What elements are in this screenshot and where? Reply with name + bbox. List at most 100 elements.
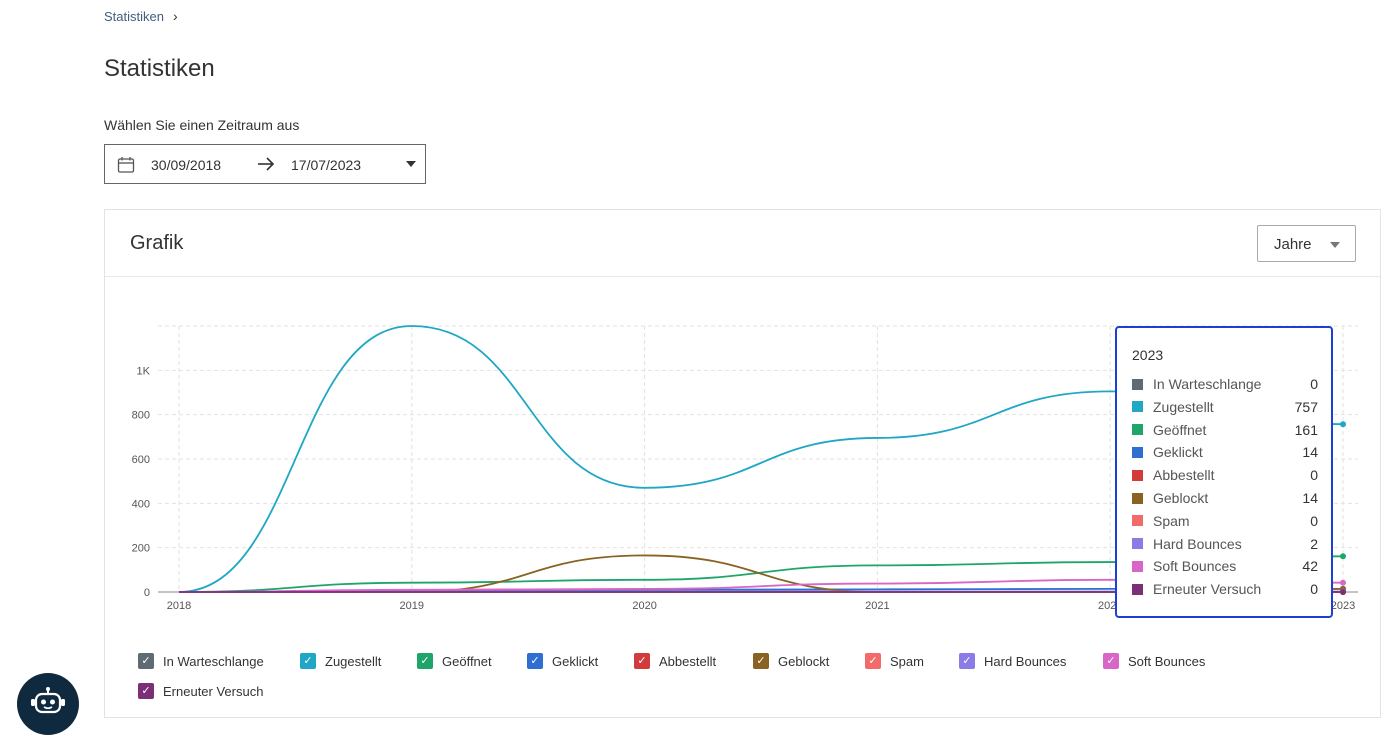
legend-item-geblockt[interactable]: ✓ Geblockt — [753, 652, 829, 670]
legend-item-abbestellt[interactable]: ✓ Abbestellt — [634, 652, 716, 670]
legend-checkbox[interactable]: ✓ — [138, 653, 154, 669]
y-tick-label: 0 — [144, 587, 150, 599]
legend-label: Erneuter Versuch — [163, 683, 264, 699]
x-tick-label: 2019 — [400, 600, 424, 612]
breadcrumb: Statistiken › — [104, 8, 178, 24]
chart-card-title: Grafik — [130, 232, 184, 254]
tooltip-swatch — [1132, 492, 1143, 504]
chevron-right-icon: › — [172, 8, 178, 24]
legend-checkbox[interactable]: ✓ — [300, 653, 316, 669]
robot-icon — [30, 686, 66, 723]
legend-item-in-warteschlange[interactable]: ✓ In Warteschlange — [138, 652, 264, 670]
tooltip-swatch — [1132, 583, 1143, 595]
legend-label: Soft Bounces — [1128, 653, 1206, 669]
series-point-soft-bounces — [1340, 579, 1346, 586]
tooltip-row-name: Soft Bounces — [1153, 558, 1237, 575]
legend-checkbox[interactable]: ✓ — [527, 653, 543, 669]
tooltip-row-name: Geblockt — [1153, 490, 1209, 506]
chatbot-button[interactable] — [17, 673, 79, 735]
tooltip-row-value: 14 — [1302, 490, 1318, 506]
y-tick-label: 800 — [132, 410, 150, 422]
tooltip-row-name: Spam — [1153, 512, 1190, 529]
tooltip-swatch — [1132, 515, 1143, 527]
legend-checkbox[interactable]: ✓ — [959, 653, 975, 669]
legend-item-ge-ffnet[interactable]: ✓ Geöffnet — [417, 652, 492, 670]
date-from-input[interactable]: 30/09/2018 — [151, 157, 222, 173]
legend-label: Geklickt — [552, 653, 599, 669]
tooltip-row-value: 161 — [1294, 421, 1318, 438]
tooltip-row-value: 0 — [1310, 467, 1318, 484]
tooltip-row: Spam 0 — [1132, 512, 1318, 530]
tooltip-row-name: Geklickt — [1153, 444, 1203, 461]
legend-checkbox[interactable]: ✓ — [417, 653, 433, 669]
tooltip-row: Abbestellt 0 — [1132, 466, 1318, 484]
tooltip-row-name: Zugestellt — [1153, 398, 1214, 415]
tooltip-swatch — [1132, 469, 1143, 481]
date-range-label: Wählen Sie einen Zeitraum aus — [104, 117, 300, 133]
legend-label: Hard Bounces — [984, 653, 1067, 669]
series-point-zugestellt — [1340, 421, 1346, 428]
tooltip-row: In Warteschlange 0 — [1132, 375, 1318, 393]
tooltip-row: Zugestellt 757 — [1132, 398, 1318, 416]
chevron-down-icon[interactable] — [406, 161, 416, 167]
series-point-erneuter-versuch — [1340, 589, 1346, 595]
legend-item-erneuter-versuch[interactable]: ✓ Erneuter Versuch — [138, 682, 263, 700]
page-title: Statistiken — [104, 55, 215, 82]
legend-label: Geblockt — [778, 653, 830, 669]
tooltip-row-name: Erneuter Versuch — [1153, 581, 1262, 598]
x-tick-label: 2021 — [865, 600, 889, 612]
legend-item-spam[interactable]: ✓ Spam — [865, 652, 924, 670]
calendar-icon — [117, 156, 135, 177]
date-to-input[interactable]: 17/07/2023 — [291, 157, 362, 173]
series-point-ge-ffnet — [1340, 553, 1346, 560]
y-tick-label: 1K — [137, 365, 151, 377]
tooltip-swatch — [1132, 538, 1143, 550]
x-tick-label: 2023 — [1331, 600, 1355, 612]
period-select-value: Jahre — [1274, 236, 1312, 253]
date-range-picker[interactable]: 30/09/2018 17/07/2023 — [104, 144, 426, 184]
tooltip-row: Geblockt 14 — [1132, 489, 1318, 507]
tooltip-row: Geklickt 14 — [1132, 443, 1318, 461]
tooltip-title: 2023 — [1132, 347, 1164, 363]
tooltip-swatch — [1132, 401, 1143, 413]
tooltip-row-name: Abbestellt — [1153, 467, 1215, 484]
tooltip-row-value: 0 — [1310, 376, 1318, 392]
arrow-right-icon — [256, 155, 276, 176]
tooltip-row-value: 757 — [1294, 398, 1318, 415]
x-tick-label: 2018 — [167, 600, 191, 612]
legend-checkbox[interactable]: ✓ — [1103, 653, 1119, 669]
y-tick-label: 600 — [132, 454, 150, 466]
period-select[interactable]: Jahre — [1257, 225, 1356, 262]
tooltip-row: Soft Bounces 42 — [1132, 557, 1318, 575]
legend-checkbox[interactable]: ✓ — [865, 653, 881, 669]
legend-checkbox[interactable]: ✓ — [753, 653, 769, 669]
tooltip-row: Hard Bounces 2 — [1132, 535, 1318, 553]
legend-checkbox[interactable]: ✓ — [138, 683, 154, 699]
tooltip-swatch — [1132, 560, 1143, 572]
legend-item-geklickt[interactable]: ✓ Geklickt — [527, 652, 598, 670]
x-tick-label: 2020 — [632, 600, 656, 612]
tooltip-row-value: 2 — [1310, 535, 1318, 552]
tooltip-row-value: 42 — [1302, 558, 1318, 575]
breadcrumb-link-statistiken[interactable]: Statistiken — [104, 8, 164, 24]
legend-label: Spam — [890, 653, 924, 669]
chevron-down-icon — [1330, 242, 1340, 248]
tooltip-row-value: 0 — [1310, 581, 1318, 598]
tooltip-row: Geöffnet 161 — [1132, 421, 1318, 439]
chart-tooltip: 2023 In Warteschlange 0 Zugestellt 757 Geöff… — [1115, 326, 1333, 618]
legend-label: Geöffnet — [442, 653, 492, 669]
tooltip-row: Erneuter Versuch 0 — [1132, 580, 1318, 598]
legend-checkbox[interactable]: ✓ — [634, 653, 650, 669]
legend-item-zugestellt[interactable]: ✓ Zugestellt — [300, 652, 381, 670]
legend-label: In Warteschlange — [163, 653, 264, 669]
legend-item-hard-bounces[interactable]: ✓ Hard Bounces — [959, 652, 1066, 670]
tooltip-row-value: 0 — [1310, 512, 1318, 529]
y-tick-label: 200 — [132, 543, 150, 555]
y-tick-label: 400 — [132, 498, 150, 510]
tooltip-row-name: Hard Bounces — [1153, 535, 1242, 552]
tooltip-row-value: 14 — [1302, 444, 1318, 461]
legend-item-soft-bounces[interactable]: ✓ Soft Bounces — [1103, 652, 1205, 670]
tooltip-row-name: In Warteschlange — [1153, 376, 1262, 392]
legend-label: Zugestellt — [325, 653, 382, 669]
tooltip-swatch — [1132, 446, 1143, 458]
